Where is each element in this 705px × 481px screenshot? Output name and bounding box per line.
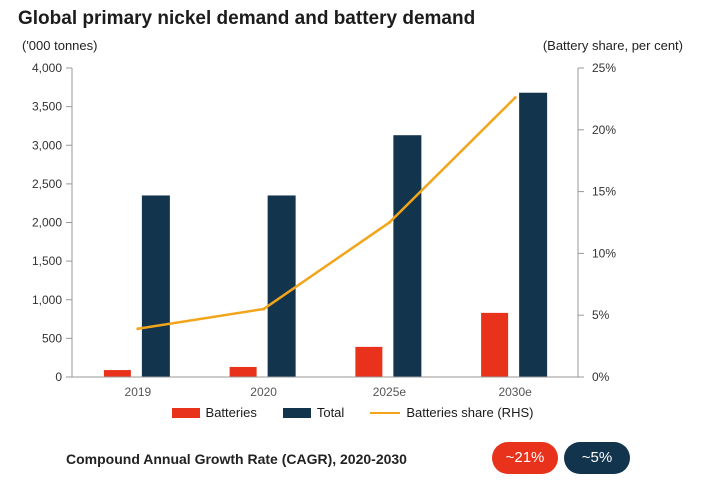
y-tick-label: 4,000 <box>32 61 62 75</box>
y-tick-label: 1,500 <box>32 254 62 268</box>
point-batteries-share <box>513 96 517 100</box>
x-tick-label: 2030e <box>498 385 532 399</box>
bar-batteries <box>481 312 509 377</box>
point-batteries-share <box>136 327 140 331</box>
legend-swatch-total <box>282 407 311 418</box>
y2-tick-label: 5% <box>592 308 610 322</box>
y-tick-label: 2,000 <box>32 216 62 230</box>
legend-label-total: Total <box>316 405 345 420</box>
bar-total <box>267 195 296 377</box>
cagr-label: Compound Annual Growth Rate (CAGR), 2020… <box>66 451 407 467</box>
y2-tick-label: 10% <box>592 246 616 260</box>
chart-title: Global primary nickel demand and battery… <box>18 8 476 29</box>
cagr-batteries-badge: ~21% <box>492 442 558 474</box>
y-tick-label: 500 <box>42 331 62 345</box>
bar-batteries <box>229 366 257 377</box>
legend: Batteries Total Batteries share (RHS) <box>0 405 705 420</box>
point-batteries-share <box>387 221 391 224</box>
legend-item-share: Batteries share (RHS) <box>370 405 533 420</box>
y-tick-label: 0 <box>55 370 62 384</box>
y2-tick-label: 25% <box>592 61 616 75</box>
y2-tick-label: 0% <box>592 370 610 384</box>
y-tick-label: 1,000 <box>32 293 62 307</box>
x-tick-label: 2025e <box>373 385 407 399</box>
y-tick-label: 3,500 <box>32 100 62 114</box>
left-axis-unit: ('000 tonnes) <box>22 38 98 53</box>
right-axis-unit: (Battery share, per cent) <box>542 38 683 53</box>
y2-tick-label: 15% <box>592 185 616 199</box>
cagr-row: Compound Annual Growth Rate (CAGR), 2020… <box>66 441 646 477</box>
x-tick-label: 2019 <box>125 385 152 399</box>
legend-swatch-batteries <box>171 407 200 418</box>
legend-label-batteries: Batteries <box>205 405 257 420</box>
y2-tick-label: 20% <box>592 123 616 137</box>
cagr-total-badge: ~5% <box>564 442 630 474</box>
bar-total <box>393 135 422 377</box>
x-tick-label: 2020 <box>250 385 277 399</box>
bar-total <box>519 92 548 377</box>
y-tick-label: 3,000 <box>32 138 62 152</box>
bar-batteries <box>103 370 131 377</box>
chart-plot: 05001,0001,5002,0002,5003,0003,5004,000 … <box>32 61 616 399</box>
legend-swatch-share <box>370 411 401 414</box>
point-batteries-share <box>262 307 266 311</box>
bar-batteries <box>355 346 383 377</box>
legend-item-batteries: Batteries <box>171 405 257 420</box>
legend-label-share: Batteries share (RHS) <box>406 405 534 420</box>
y-tick-label: 2,500 <box>32 177 62 191</box>
bar-total <box>141 195 170 377</box>
line-batteries-share <box>137 96 517 331</box>
legend-item-total: Total <box>282 405 345 420</box>
